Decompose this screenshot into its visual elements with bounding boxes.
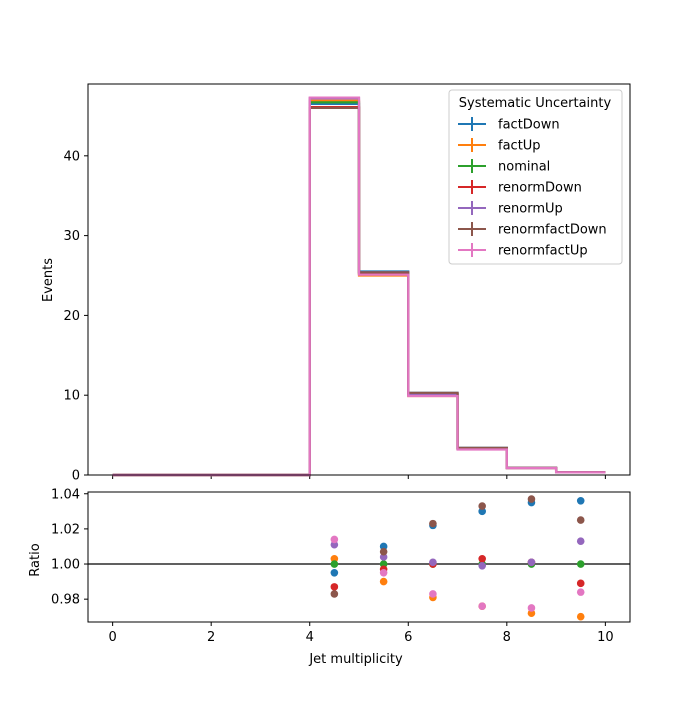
ratio-point-factDown (478, 507, 486, 516)
ratio-x-ticks: 0 2 4 6 8 10 (108, 622, 614, 645)
ratio-point-renormfactDown (429, 519, 437, 528)
ratio-y-ticks: 0.98 1.00 1.02 1.04 (51, 487, 88, 608)
ratio-point-renormfactDown (576, 516, 585, 524)
ratio-point-renormUp (330, 540, 339, 549)
ratio-point-renormUp (576, 537, 585, 545)
ratio-y-tick-label: 1.02 (51, 522, 80, 537)
ratio-x-tick-label: 2 (207, 630, 215, 645)
legend-item-factUp: factUp (458, 138, 541, 154)
legend-label: renormUp (498, 202, 563, 217)
ratio-point-factDown (330, 569, 339, 577)
ratio-x-tick-label: 10 (597, 630, 614, 645)
legend: Systematic Uncertainty factDown factUp nom… (448, 89, 623, 265)
ratio-point-renormfactDown (478, 502, 486, 510)
legend-label: renormfactDown (498, 223, 607, 238)
ratio-panel: 0.98 1.00 1.02 1.04 0 2 4 6 8 10 Ratio Jet multi… (28, 487, 631, 667)
main-y-tick-label: 0 (72, 469, 80, 484)
ratio-point-renormDown (576, 579, 585, 588)
ratio-x-tick-label: 8 (503, 630, 511, 645)
main-y-tick-label: 40 (63, 149, 80, 164)
ratio-point-factUp (379, 577, 388, 586)
main-panel: 0 10 20 30 40 Events Systematic Uncertainty … (41, 83, 631, 484)
ratio-point-renormUp (379, 553, 388, 561)
ratio-point-factUp (527, 609, 536, 618)
legend-box (448, 89, 623, 265)
ratio-x-tick-label: 0 (108, 630, 116, 645)
ratio-point-factDown (379, 542, 388, 551)
legend-label: renormDown (498, 181, 582, 196)
ratio-point-renormDown (330, 583, 339, 591)
ratio-point-nominal (576, 560, 585, 568)
legend-item-renormDown: renormDown (458, 180, 582, 196)
ratio-x-tick-label: 6 (404, 630, 412, 645)
legend-item-nominal: nominal (458, 159, 550, 175)
ratio-y-axis-label: Ratio (28, 543, 43, 576)
ratio-y-tick-label: 1.00 (51, 558, 80, 573)
ratio-point-factUp (330, 554, 339, 563)
legend-label: factDown (498, 118, 560, 133)
legend-label: factUp (498, 139, 541, 154)
ratio-point-renormfactUp (379, 569, 388, 577)
x-axis-label: Jet multiplicity (308, 652, 403, 667)
ratio-point-renormfactDown (527, 495, 536, 503)
ratio-point-renormDown (478, 554, 486, 563)
legend-item-factDown: factDown (458, 117, 560, 133)
main-y-tick-label: 20 (63, 309, 80, 324)
ratio-point-renormfactUp (429, 590, 437, 598)
ratio-point-renormfactDown (330, 590, 339, 598)
main-plot-frame (87, 83, 631, 476)
main-y-tick-label: 30 (63, 229, 80, 244)
legend-item-renormfactUp: renormfactUp (458, 243, 588, 259)
ratio-point-renormfactUp (330, 535, 339, 544)
ratio-point-renormfactDown (379, 547, 388, 556)
top-y-ticks: 0 10 20 30 40 (63, 149, 88, 484)
ratio-plot-frame (87, 491, 631, 623)
ratio-point-renormfactUp (527, 604, 536, 612)
ratio-y-tick-label: 1.04 (51, 487, 80, 502)
legend-item-renormfactDown: renormfactDown (458, 222, 607, 238)
legend-items: factDown factUp nominal renormDown renormUp r… (458, 117, 607, 259)
ratio-point-nominal (379, 560, 388, 568)
ratio-x-tick-label: 4 (306, 630, 314, 645)
ratio-point-renormUp (478, 561, 486, 570)
ratio-point-factUp (576, 612, 585, 621)
main-y-tick-label: 10 (63, 389, 80, 404)
legend-item-renormUp: renormUp (458, 201, 563, 217)
main-y-axis-label: Events (41, 258, 56, 302)
ratio-point-renormfactUp (478, 602, 486, 610)
ratio-y-tick-label: 0.98 (51, 593, 80, 608)
ratio-point-factDown (576, 496, 585, 505)
ratio-point-nominal (330, 560, 339, 568)
ratio-points (330, 495, 585, 621)
legend-label: renormfactUp (498, 244, 588, 259)
ratio-point-renormfactUp (576, 588, 585, 596)
ratio-point-renormUp (527, 558, 536, 567)
ratio-point-renormUp (429, 558, 437, 567)
legend-label: nominal (498, 160, 550, 175)
legend-title: Systematic Uncertainty (459, 96, 612, 111)
